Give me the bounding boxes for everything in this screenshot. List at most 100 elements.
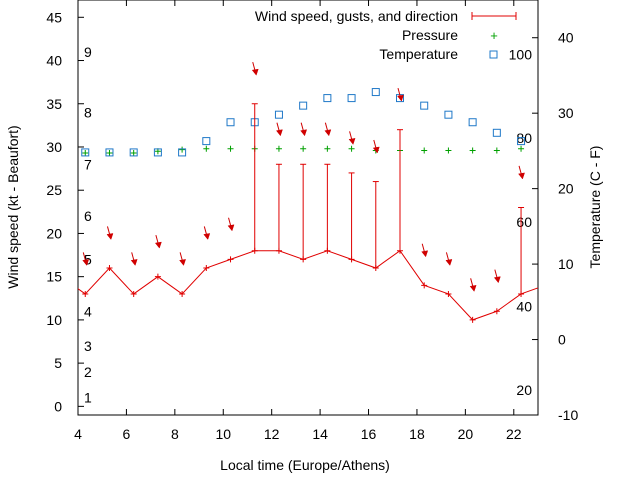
beaufort-label: 9 — [84, 44, 92, 60]
temperature-point — [105, 148, 114, 157]
wind-speed-point — [275, 247, 282, 254]
wind-speed-point — [324, 247, 331, 254]
x-tick-label: 4 — [74, 426, 82, 442]
pressure-point — [324, 145, 331, 152]
pressure-point — [445, 147, 452, 154]
y-axis-title: Wind speed (kt - Beaufort) — [5, 125, 21, 288]
fahrenheit-label: 100 — [509, 46, 533, 62]
tick-layer: 4 6 8 10 12 14 16 18 20 22051015202530354045-1001… — [46, 0, 578, 442]
x-tick-label: 8 — [171, 426, 179, 442]
legend-label-pressure: Pressure — [402, 27, 458, 43]
wind-speed-point — [251, 247, 258, 254]
wind-speed-point — [421, 282, 428, 289]
wind-arrow-head — [324, 129, 332, 137]
wind-arrow-head — [421, 250, 429, 258]
temperature-point — [153, 148, 162, 157]
wind-speed-point — [203, 265, 210, 272]
pressure-point — [493, 147, 500, 154]
pressure-point — [179, 146, 186, 153]
pressure-point — [421, 147, 428, 154]
y-tick-label: 40 — [46, 53, 62, 69]
wind-speed-point — [469, 316, 476, 323]
fahrenheit-label: 20 — [516, 382, 532, 398]
pressure-point — [106, 150, 113, 157]
wind-arrow-head — [445, 259, 453, 266]
legend-swatch-temperature — [489, 50, 498, 59]
temperature-point — [444, 110, 453, 119]
wind-speed-point — [154, 273, 161, 280]
wind-speed-point — [518, 290, 525, 297]
x-tick-label: 16 — [361, 426, 377, 442]
beaufort-label: 3 — [84, 338, 92, 354]
wind-arrow-head — [397, 94, 404, 102]
wind-speed-point — [493, 308, 500, 315]
temperature-point — [226, 118, 235, 127]
temperature-point — [129, 148, 138, 157]
fahrenheit-label: 40 — [516, 298, 532, 314]
gust-series — [251, 103, 525, 294]
wind-speed-series — [78, 247, 538, 323]
temperature-point — [347, 94, 356, 103]
y-tick-label: 45 — [46, 9, 62, 25]
wind-arrow-head — [227, 224, 235, 232]
temperature-point — [81, 148, 90, 157]
temperature-point — [323, 94, 332, 103]
y-tick-label: 15 — [46, 269, 62, 285]
pressure-point — [203, 145, 210, 152]
wind-speed-point — [82, 290, 89, 297]
y2-tick-label: 0 — [558, 332, 566, 348]
wind-speed-point — [179, 290, 186, 297]
beaufort-label: 1 — [84, 390, 92, 406]
y-tick-label: 20 — [46, 225, 62, 241]
pressure-point — [300, 145, 307, 152]
wind-arrow-head — [82, 259, 90, 266]
pressure-series — [82, 145, 525, 157]
temperature-point — [468, 118, 477, 127]
wind-arrow-head — [275, 129, 283, 137]
x-tick-label: 10 — [215, 426, 231, 442]
temperature-point — [202, 137, 211, 146]
y2-tick-label: 10 — [558, 256, 574, 272]
temperature-point — [517, 137, 526, 146]
pressure-point — [130, 150, 137, 157]
y2-tick-label: -10 — [558, 407, 578, 423]
beaufort-label: 7 — [84, 156, 92, 172]
y-tick-label: 25 — [46, 182, 62, 198]
legend-label-temperature: Temperature — [379, 46, 458, 62]
y2-tick-label: 40 — [558, 30, 574, 46]
wind-arrow-head — [300, 129, 308, 137]
wind-arrow-head — [469, 284, 477, 292]
wind-arrow-head — [348, 138, 356, 145]
wind-speed-point — [372, 265, 379, 272]
legend-swatch-pressure: + — [490, 28, 498, 43]
wind-speed-point — [397, 247, 403, 254]
wind-direction-arrows — [82, 62, 525, 292]
x-tick-label: 14 — [312, 426, 328, 442]
fahrenheit-label: 60 — [516, 214, 532, 230]
pressure-point — [275, 145, 282, 152]
y2-tick-label: 30 — [558, 105, 574, 121]
y-tick-label: 35 — [46, 96, 62, 112]
wind-arrow-head — [251, 68, 259, 76]
x-tick-label: 12 — [264, 426, 280, 442]
pressure-point — [348, 145, 355, 152]
temperature-point — [299, 101, 308, 110]
pressure-point — [518, 145, 525, 152]
wind-speed-point — [227, 256, 234, 263]
plot-frame — [77, 0, 539, 416]
wind-arrow-head — [203, 233, 211, 240]
pressure-point — [227, 145, 234, 152]
wind-arrow-head — [493, 276, 501, 284]
y-tick-label: 30 — [46, 139, 62, 155]
beaufort-label: 6 — [84, 208, 92, 224]
x-tick-label: 22 — [506, 426, 522, 442]
temperature-point — [420, 101, 429, 110]
wind-arrow-head — [179, 259, 186, 266]
wind-speed-point — [348, 256, 355, 263]
y2-axis-title: Temperature (C - F) — [587, 146, 603, 269]
legend: Wind speed, gusts, and direction Pressur… — [255, 8, 517, 62]
pressure-point — [469, 147, 476, 154]
temperature-point — [371, 88, 380, 97]
wind-arrow-head — [518, 172, 525, 180]
